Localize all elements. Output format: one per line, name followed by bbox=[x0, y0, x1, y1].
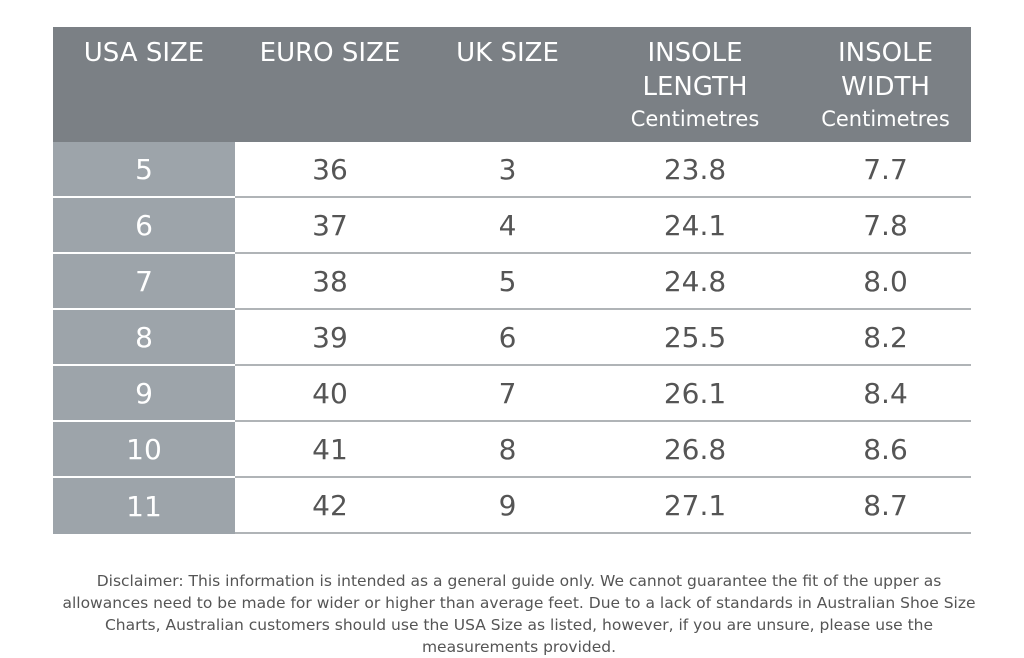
header-title: EURO SIZE bbox=[259, 38, 401, 68]
usa-size-cell: 11 bbox=[53, 478, 235, 534]
table-cell: 23.8 bbox=[590, 142, 800, 198]
table-cell: 7.7 bbox=[800, 142, 971, 198]
table-cell: 41 bbox=[235, 422, 425, 478]
usa-size-cell: 7 bbox=[53, 254, 235, 310]
table-cell: 8 bbox=[425, 422, 590, 478]
table-cell: 24.8 bbox=[590, 254, 800, 310]
header-cell: EURO SIZE bbox=[235, 27, 425, 142]
table-cell: 9 bbox=[425, 478, 590, 534]
header-unit: Centimetres bbox=[821, 107, 950, 131]
table-body: 5 36 3 23.8 7.7 6 37 4 24.1 7.8 7 38 5 24.8 8.0 8 39 6 25.… bbox=[53, 142, 971, 534]
table-cell: 8.0 bbox=[800, 254, 971, 310]
table-cell: 7 bbox=[425, 366, 590, 422]
table-cell: 8.4 bbox=[800, 366, 971, 422]
table-cell: 39 bbox=[235, 310, 425, 366]
table-row: 7 38 5 24.8 8.0 bbox=[53, 254, 971, 310]
table-row: 10 41 8 26.8 8.6 bbox=[53, 422, 971, 478]
table-cell: 36 bbox=[235, 142, 425, 198]
header-title: INSOLE LENGTH bbox=[642, 38, 748, 102]
header-cell: INSOLE LENGTH Centimetres bbox=[590, 27, 800, 142]
table-cell: 8.6 bbox=[800, 422, 971, 478]
usa-size-cell: 8 bbox=[53, 310, 235, 366]
header-title: INSOLE WIDTH bbox=[838, 38, 933, 102]
table-cell: 7.8 bbox=[800, 198, 971, 254]
table-cell: 42 bbox=[235, 478, 425, 534]
table-row: 9 40 7 26.1 8.4 bbox=[53, 366, 971, 422]
header-title: UK SIZE bbox=[456, 38, 559, 68]
header-title: USA SIZE bbox=[83, 38, 205, 68]
table-cell: 40 bbox=[235, 366, 425, 422]
usa-size-cell: 5 bbox=[53, 142, 235, 198]
table-cell: 38 bbox=[235, 254, 425, 310]
table-header: USA SIZE EURO SIZE UK SIZE INSOLE LENGTH Cen… bbox=[53, 27, 971, 142]
table-row: 6 37 4 24.1 7.8 bbox=[53, 198, 971, 254]
header-cell: INSOLE WIDTH Centimetres bbox=[800, 27, 971, 142]
table-cell: 4 bbox=[425, 198, 590, 254]
table-row: 8 39 6 25.5 8.2 bbox=[53, 310, 971, 366]
table-cell: 24.1 bbox=[590, 198, 800, 254]
size-table: USA SIZE EURO SIZE UK SIZE INSOLE LENGTH Cen… bbox=[53, 27, 971, 534]
header-unit: Centimetres bbox=[630, 107, 760, 131]
header-cell: USA SIZE bbox=[53, 27, 235, 142]
table-cell: 26.1 bbox=[590, 366, 800, 422]
table-cell: 26.8 bbox=[590, 422, 800, 478]
usa-size-cell: 9 bbox=[53, 366, 235, 422]
table-row: 11 42 9 27.1 8.7 bbox=[53, 478, 971, 534]
table-row: 5 36 3 23.8 7.7 bbox=[53, 142, 971, 198]
table-cell: 25.5 bbox=[590, 310, 800, 366]
disclaimer: Disclaimer: This information is intended… bbox=[62, 572, 976, 656]
usa-size-cell: 6 bbox=[53, 198, 235, 254]
header-cell: UK SIZE bbox=[425, 27, 590, 142]
usa-size-cell: 10 bbox=[53, 422, 235, 478]
table-cell: 37 bbox=[235, 198, 425, 254]
table-cell: 5 bbox=[425, 254, 590, 310]
table-cell: 3 bbox=[425, 142, 590, 198]
table-cell: 27.1 bbox=[590, 478, 800, 534]
table-cell: 6 bbox=[425, 310, 590, 366]
table-cell: 8.7 bbox=[800, 478, 971, 534]
table-cell: 8.2 bbox=[800, 310, 971, 366]
